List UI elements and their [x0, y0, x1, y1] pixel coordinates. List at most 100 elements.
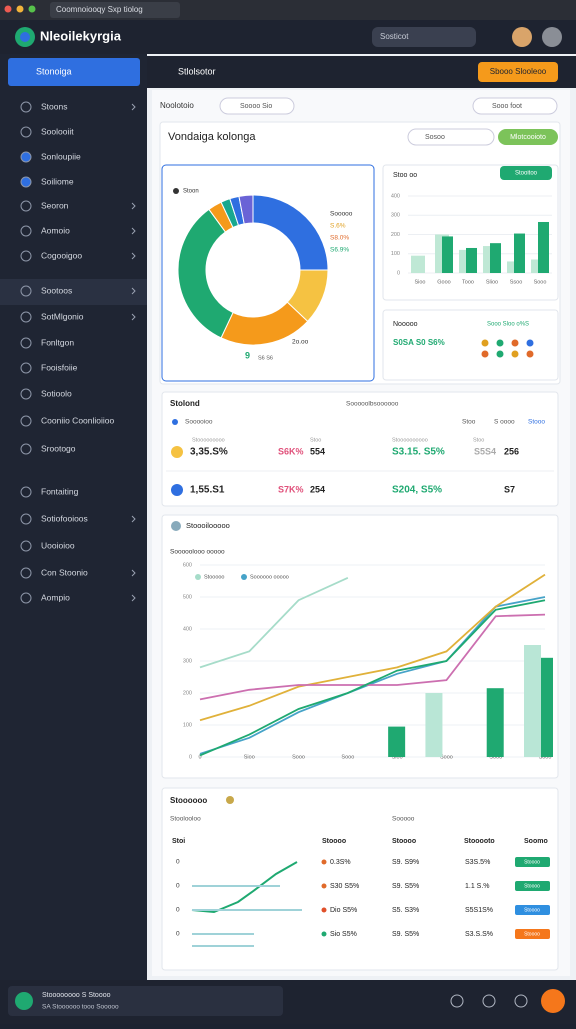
button-label[interactable]: Sbooo Slooleoo [490, 67, 547, 76]
legend-text: Soooooo ooooo [250, 574, 289, 580]
status-text: Stoooo [524, 907, 540, 913]
nav-item[interactable]: Fonltgon [41, 337, 74, 347]
logo-inner [20, 32, 30, 42]
table-head: Soomo [524, 838, 548, 845]
line-series [199, 613, 546, 701]
donut-label: S6.9% [330, 247, 349, 254]
x-tick-label: Sioo [414, 279, 425, 285]
x-tick-label: Sooo [292, 754, 305, 760]
row-icon [171, 484, 183, 496]
nav-group-bg [0, 279, 147, 305]
footer-icon[interactable] [514, 994, 528, 1008]
line-series [199, 573, 546, 722]
nav-item[interactable]: Soiliome [41, 176, 74, 186]
line-series [199, 599, 546, 757]
table-cell: S3S.5% [465, 859, 490, 866]
nav-item[interactable]: Aomoio [41, 225, 70, 235]
status-dot [511, 339, 519, 347]
sparkline [192, 885, 302, 947]
donut-label: S8.0% [330, 235, 349, 242]
nav-item[interactable]: Cogooigoo [41, 250, 82, 260]
nav-item[interactable]: Fontaiting [41, 486, 79, 496]
dropdown-text[interactable]: Soooo Sio [240, 103, 272, 110]
table-head: Stoo [462, 419, 476, 426]
table-cell: 0 [176, 907, 180, 914]
chevron [131, 287, 136, 295]
nav-icon [20, 225, 32, 237]
legend-text: Stooooo [204, 574, 225, 580]
table-cell: 256 [504, 446, 519, 456]
date-text[interactable]: Sooo foot [492, 103, 522, 110]
status-dot [511, 350, 519, 358]
button-text[interactable]: Stooitoo [515, 171, 538, 177]
table-cell: S7K% [278, 484, 304, 494]
nav-item[interactable]: Fooisfoiie [41, 362, 78, 372]
legend-dot [195, 574, 201, 580]
y-tick-label: 400 [183, 626, 192, 632]
tab[interactable] [50, 2, 180, 18]
max-dot[interactable] [28, 5, 36, 13]
nav-item[interactable]: Srootogo [41, 443, 76, 453]
nav-item[interactable]: Con Stoonio [41, 567, 88, 577]
chevron [131, 252, 136, 260]
nav-item[interactable]: Sotiofooioos [41, 513, 88, 523]
stats-card [382, 309, 559, 381]
table-cell: S204, S5% [392, 485, 442, 496]
card-title: Stoooilooooo [186, 521, 230, 530]
chevron [131, 202, 136, 210]
button [500, 166, 552, 180]
donut-label: Sooooo [330, 211, 353, 218]
table-cell: 254 [310, 484, 325, 494]
status-dot [496, 339, 504, 347]
search-text[interactable]: Sosoo [425, 134, 445, 141]
nav-item[interactable]: Stoons [41, 101, 67, 111]
nav-item[interactable]: Soolooiit [41, 126, 74, 136]
search-text[interactable]: Sosticot [380, 32, 409, 41]
nav-icon [20, 540, 32, 552]
close-dot[interactable] [4, 5, 12, 13]
button-text[interactable]: Mlotcooioto [510, 134, 546, 141]
button [498, 129, 558, 145]
status-pill [515, 857, 550, 867]
nav-icon [20, 337, 32, 349]
chevron [131, 569, 136, 577]
search-box[interactable] [372, 27, 476, 47]
table-card [161, 391, 559, 507]
nav-item[interactable]: Sootoos [41, 285, 72, 295]
y-tick-label: 100 [183, 722, 192, 728]
nav-item[interactable]: Sonloupiie [41, 151, 81, 161]
fab[interactable] [541, 989, 565, 1013]
card-title: Stoo oo [393, 172, 417, 179]
primary-button[interactable] [478, 62, 558, 82]
nav-icon [20, 250, 32, 262]
footer-icon[interactable] [482, 994, 496, 1008]
nav-item[interactable]: Aompio [41, 592, 70, 602]
y-tick-label: 300 [183, 658, 192, 664]
min-dot[interactable] [16, 5, 24, 13]
chevron [131, 515, 136, 523]
card-title: Vondaiga kolonga [168, 131, 256, 143]
bar [466, 247, 477, 273]
nav-item[interactable]: Sotioolo [41, 388, 72, 398]
y-tick-label: 500 [183, 594, 192, 600]
bar [442, 236, 453, 273]
avatar[interactable] [542, 27, 562, 47]
nav-item-active[interactable]: Stonoiga [36, 66, 72, 76]
x-tick-label: Ssoo [510, 279, 523, 285]
y-tick-label: 200 [391, 232, 400, 238]
nav-item[interactable]: Cooniio Coonlioiioo [41, 415, 115, 425]
nav-item[interactable]: Seoron [41, 200, 69, 210]
bar [538, 221, 549, 273]
bar [490, 243, 501, 273]
status-dot [481, 339, 489, 347]
footer-text: Stoooooooo S Stoooo [42, 992, 111, 999]
nav-item[interactable]: SotMlgonio [41, 311, 84, 321]
active-item[interactable] [8, 58, 140, 86]
footer-icon[interactable] [450, 994, 464, 1008]
table-head: S oooo [494, 419, 515, 426]
dot [321, 931, 327, 937]
avatar[interactable] [512, 27, 532, 47]
sparkline [191, 861, 298, 914]
table-sub: Stoooooooooo [392, 437, 428, 443]
nav-item[interactable]: Uooioioo [41, 540, 75, 550]
